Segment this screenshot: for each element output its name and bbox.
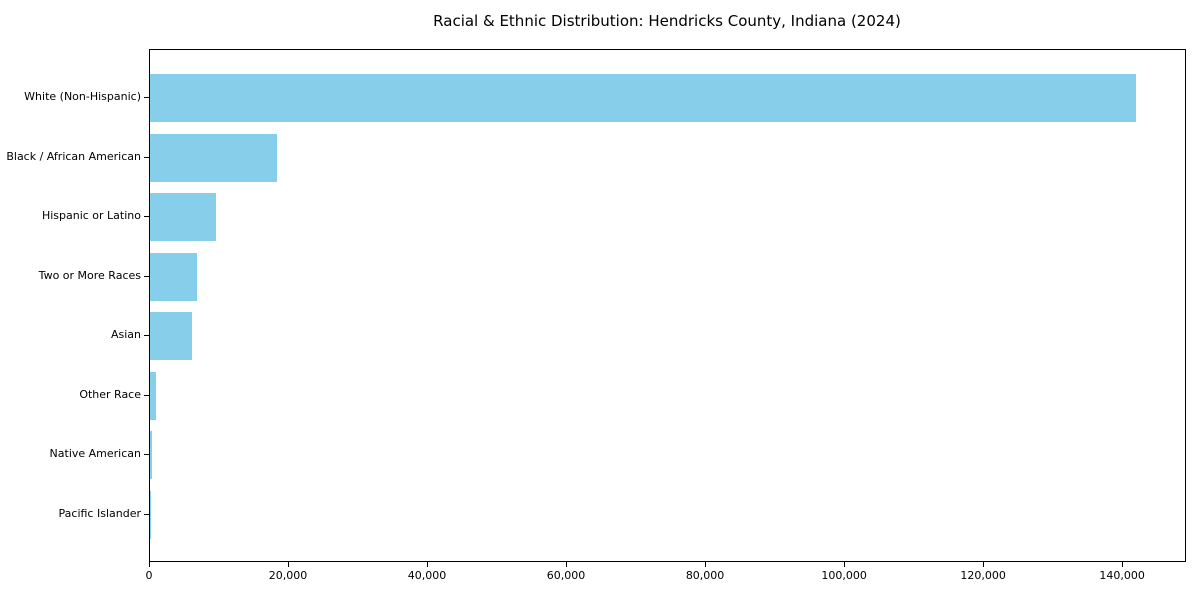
y-tick-label-other-race: Other Race bbox=[79, 387, 141, 401]
x-tick-label-140-000: 140,000 bbox=[1099, 569, 1145, 582]
x-tick-label-100-000: 100,000 bbox=[821, 569, 867, 582]
y-tick-mark bbox=[144, 156, 149, 158]
y-tick-label-pacific-islander: Pacific Islander bbox=[58, 506, 141, 520]
x-tick-label-120-000: 120,000 bbox=[960, 569, 1006, 582]
y-tick-label-native-american: Native American bbox=[49, 447, 141, 461]
y-tick-mark bbox=[144, 394, 149, 396]
x-tick-mark bbox=[705, 562, 707, 567]
y-tick-label-asian: Asian bbox=[110, 328, 141, 342]
x-tick-mark bbox=[149, 562, 150, 567]
x-tick-label-20-000: 20,000 bbox=[268, 569, 308, 582]
bar-pacific-islander bbox=[150, 490, 151, 539]
bar-white-non-hispanic bbox=[150, 74, 1136, 122]
y-tick-mark bbox=[144, 97, 149, 98]
x-tick-mark bbox=[288, 562, 290, 567]
x-tick-mark bbox=[427, 562, 429, 567]
y-tick-label-white-non-hispanic: White (Non-Hispanic) bbox=[24, 90, 141, 103]
x-tick-label-80-000: 80,000 bbox=[685, 569, 725, 582]
bar-other-race bbox=[150, 371, 156, 420]
bar-native-american bbox=[150, 431, 153, 480]
y-tick-mark bbox=[144, 335, 149, 337]
bar-hispanic-or-latino bbox=[150, 193, 217, 242]
chart-title: Racial & Ethnic Distribution: Hendricks … bbox=[433, 12, 901, 30]
y-tick-mark bbox=[144, 454, 149, 456]
bar-black-african-american bbox=[150, 133, 277, 182]
x-tick-mark bbox=[1122, 562, 1124, 567]
x-tick-label-40-000: 40,000 bbox=[407, 569, 447, 582]
x-tick-mark bbox=[844, 562, 846, 567]
y-tick-label-black-african-american: Black / African American bbox=[6, 149, 141, 163]
y-tick-label-two-or-more-races: Two or More Races bbox=[38, 268, 141, 282]
y-tick-mark bbox=[144, 513, 149, 515]
y-tick-mark bbox=[144, 216, 149, 218]
x-tick-mark bbox=[566, 562, 568, 567]
x-tick-label-60-000: 60,000 bbox=[546, 569, 586, 582]
bar-asian bbox=[150, 312, 192, 361]
x-tick-label-0: 0 bbox=[145, 569, 153, 582]
x-tick-mark bbox=[983, 562, 985, 567]
y-tick-mark bbox=[144, 275, 149, 277]
bar-two-or-more-races bbox=[150, 252, 197, 301]
y-tick-label-hispanic-or-latino: Hispanic or Latino bbox=[41, 209, 141, 223]
plot-area bbox=[149, 49, 1186, 562]
